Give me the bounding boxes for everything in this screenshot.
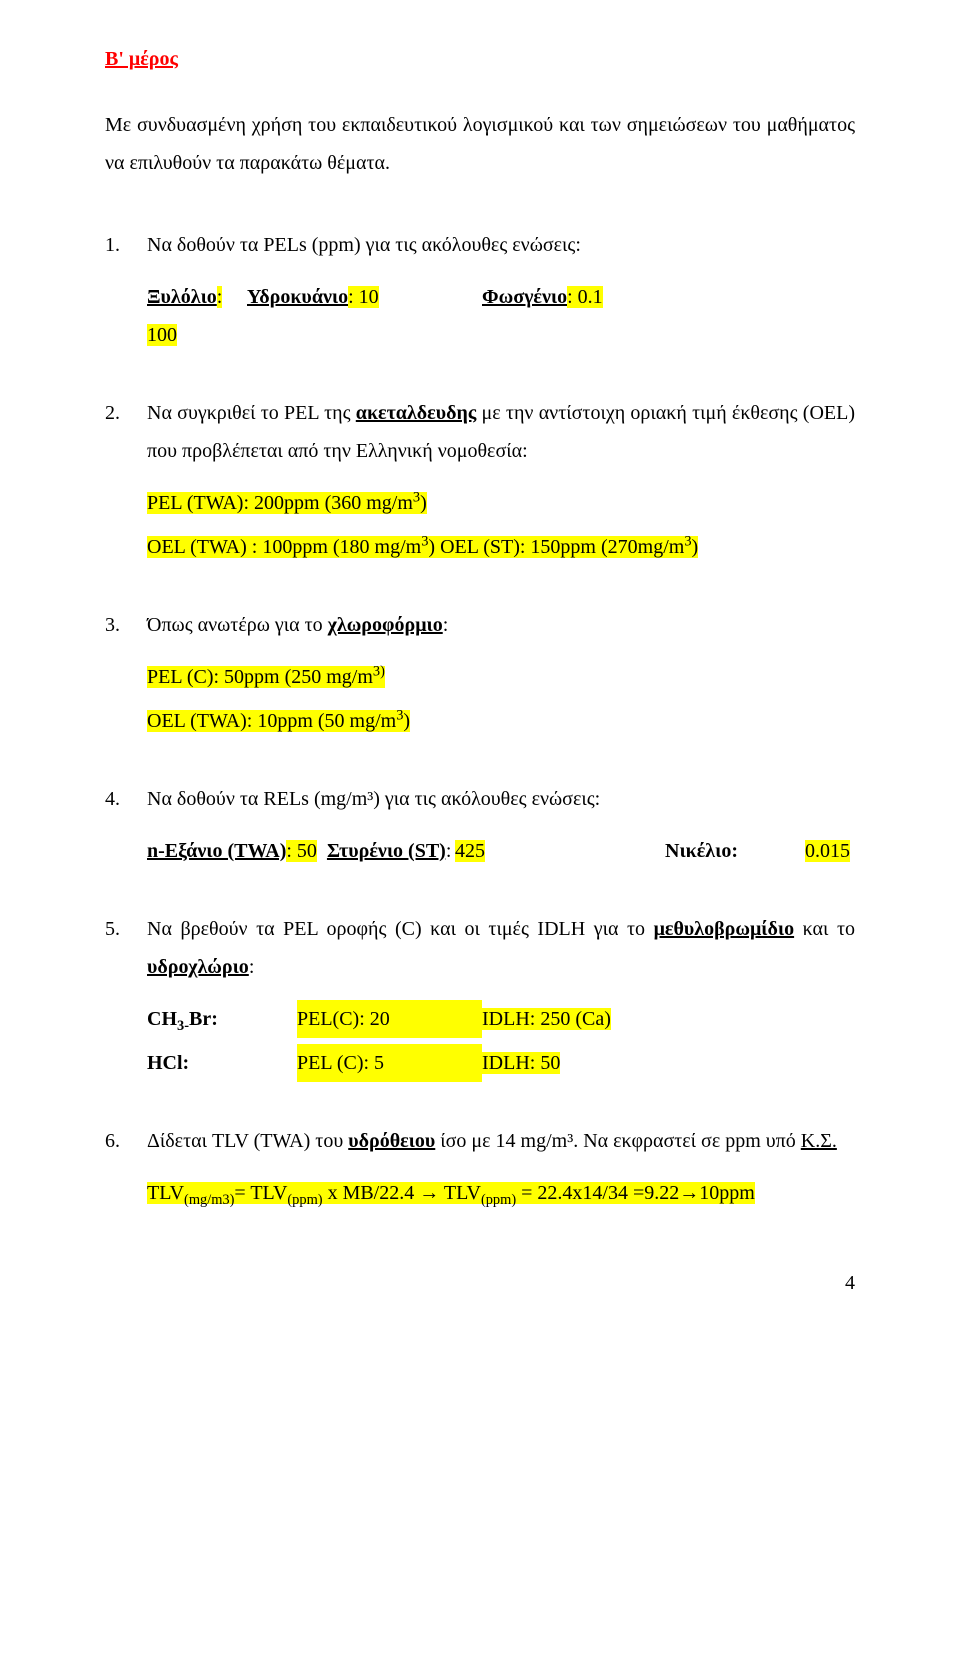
q3-suffix: : bbox=[443, 614, 449, 636]
q2-l2c: ) bbox=[692, 536, 699, 558]
q3-keyword: χλωροφόρμιο bbox=[328, 614, 443, 636]
q6-line1: TLV(mg/m3)= TLV(ppm) x MB/22.4 → TLV(ppm… bbox=[147, 1174, 855, 1212]
q6-number: 6. bbox=[105, 1122, 147, 1160]
q5-r2d: IDLH: 50 bbox=[482, 1052, 560, 1074]
q6-l1e: = 22.4x14/34 =9.22 bbox=[516, 1182, 679, 1204]
q6-kw: υδρόθειου bbox=[348, 1130, 435, 1152]
q5-suffix: : bbox=[249, 956, 255, 978]
q2-l1a: PEL (TWA): 200ppm (360 mg/m bbox=[147, 492, 413, 514]
q3-line1: PEL (C): 50ppm (250 mg/m3) bbox=[147, 658, 855, 696]
q1-answer: Ξυλόλιο: 100 Υδροκυάνιο: 10 Φωσγένιο: 0.… bbox=[147, 278, 855, 354]
q2-text: Να συγκριθεί το PEL της ακεταλδευδης με … bbox=[147, 394, 855, 470]
arrow-icon: → bbox=[419, 1182, 439, 1204]
q5-kw1: μεθυλοβρωμίδιο bbox=[654, 918, 795, 940]
q5-r1a: CH bbox=[147, 1008, 177, 1030]
arrow-icon-2: → bbox=[679, 1182, 699, 1204]
q4-c3v: 0.015 bbox=[805, 840, 850, 862]
question-1: 1. Να δοθούν τα PELs (ppm) για τις ακόλο… bbox=[105, 226, 855, 264]
q4-text: Να δοθούν τα RELs (mg/m³) για τις ακόλου… bbox=[147, 780, 855, 818]
q6-mid: ίσο με 14 mg/m³. Να εκφραστεί σε ppm υπό bbox=[435, 1130, 801, 1152]
q2-line1: PEL (TWA): 200ppm (360 mg/m3) bbox=[147, 484, 855, 522]
q5-mid: και το bbox=[794, 918, 855, 940]
question-5: 5. Να βρεθούν τα PEL οροφής (C) και οι τ… bbox=[105, 910, 855, 986]
q2-l2b: ) OEL (ST): 150ppm (270mg/m bbox=[428, 536, 684, 558]
q6-ks: Κ.Σ. bbox=[801, 1130, 837, 1152]
q5-r1c: PEL(C): 20 bbox=[297, 1000, 482, 1038]
q6-l1c: x MB/22.4 bbox=[323, 1182, 420, 1204]
q4-c1a: n-Εξάνιο (TWA) bbox=[147, 840, 286, 862]
q5-prefix: Να βρεθούν τα PEL οροφής (C) και οι τιμέ… bbox=[147, 918, 654, 940]
q6-l1b: = TLV bbox=[234, 1182, 287, 1204]
q1-number: 1. bbox=[105, 226, 147, 264]
q4-c2n: 425 bbox=[455, 840, 485, 862]
section-title: Β' μέρος bbox=[105, 40, 855, 78]
q3-text: Όπως ανωτέρω για το χλωροφόρμιο: bbox=[147, 606, 855, 644]
q4-number: 4. bbox=[105, 780, 147, 818]
q1-text: Να δοθούν τα PELs (ppm) για τις ακόλουθε… bbox=[147, 226, 855, 264]
q1-cv: : 0.1 bbox=[567, 286, 603, 308]
q3-line2: OEL (TWA): 10ppm (50 mg/m3) bbox=[147, 702, 855, 740]
q5-row1: CH3-Br: PEL(C): 20 IDLH: 250 (Ca) bbox=[147, 1000, 855, 1038]
q5-r1d: IDLH: 250 (Ca) bbox=[482, 1008, 611, 1030]
q4-c1v: : 50 bbox=[286, 840, 317, 862]
q6-l1f: 10ppm bbox=[699, 1182, 755, 1204]
q5-row2: HCl: PEL (C): 5 IDLH: 50 bbox=[147, 1044, 855, 1082]
q4-c2v: : bbox=[446, 840, 452, 862]
q2-keyword: ακεταλδευδης bbox=[356, 402, 477, 424]
q3-prefix: Όπως ανωτέρω για το bbox=[147, 614, 328, 636]
q3-l2a: OEL (TWA): 10ppm (50 mg/m bbox=[147, 710, 396, 732]
q5-r2a: HCl: bbox=[147, 1044, 297, 1082]
question-3: 3. Όπως ανωτέρω για το χλωροφόρμιο: bbox=[105, 606, 855, 644]
question-2: 2. Να συγκριθεί το PEL της ακεταλδευδης … bbox=[105, 394, 855, 470]
q3-l1a: PEL (C): 50ppm (250 mg/m bbox=[147, 666, 373, 688]
q4-answer: n-Εξάνιο (TWA): 50 Στυρένιο (ST): 425 Νι… bbox=[147, 832, 855, 870]
q5-r2c: PEL (C): 5 bbox=[297, 1044, 482, 1082]
q5-number: 5. bbox=[105, 910, 147, 986]
q2-number: 2. bbox=[105, 394, 147, 470]
q1-c: Φωσγένιο bbox=[482, 286, 567, 308]
q5-kw2: υδροχλώριο bbox=[147, 956, 249, 978]
q4-c3a: Νικέλιο: bbox=[665, 840, 738, 862]
q6-l1a: TLV bbox=[147, 1182, 184, 1204]
q6-l1d: TLV bbox=[439, 1182, 481, 1204]
q5-text: Να βρεθούν τα PEL οροφής (C) και οι τιμέ… bbox=[147, 910, 855, 986]
page-number: 4 bbox=[105, 1264, 855, 1302]
question-6: 6. Δίδεται TLV (TWA) του υδρόθειου ίσο μ… bbox=[105, 1122, 855, 1160]
q6-prefix: Δίδεται TLV (TWA) του bbox=[147, 1130, 348, 1152]
question-4: 4. Να δοθούν τα RELs (mg/m³) για τις ακό… bbox=[105, 780, 855, 818]
q1-a: Ξυλόλιο bbox=[147, 286, 217, 308]
q2-l1b: ) bbox=[420, 492, 427, 514]
q5-r1b: Br: bbox=[189, 1008, 218, 1030]
q3-l2b: ) bbox=[403, 710, 410, 732]
q3-number: 3. bbox=[105, 606, 147, 644]
q2-line2: OEL (TWA) : 100ppm (180 mg/m3) OEL (ST):… bbox=[147, 528, 855, 566]
q2-l2a: OEL (TWA) : 100ppm (180 mg/m bbox=[147, 536, 421, 558]
q2-prefix: Να συγκριθεί το PEL της bbox=[147, 402, 356, 424]
q4-c2a: Στυρένιο (ST) bbox=[327, 840, 446, 862]
intro-paragraph: Με συνδυασμένη χρήση του εκπαιδευτικού λ… bbox=[105, 106, 855, 182]
q6-text: Δίδεται TLV (TWA) του υδρόθειου ίσο με 1… bbox=[147, 1122, 855, 1160]
q1-b: Υδροκυάνιο bbox=[247, 286, 348, 308]
q1-bv: : 10 bbox=[348, 286, 379, 308]
